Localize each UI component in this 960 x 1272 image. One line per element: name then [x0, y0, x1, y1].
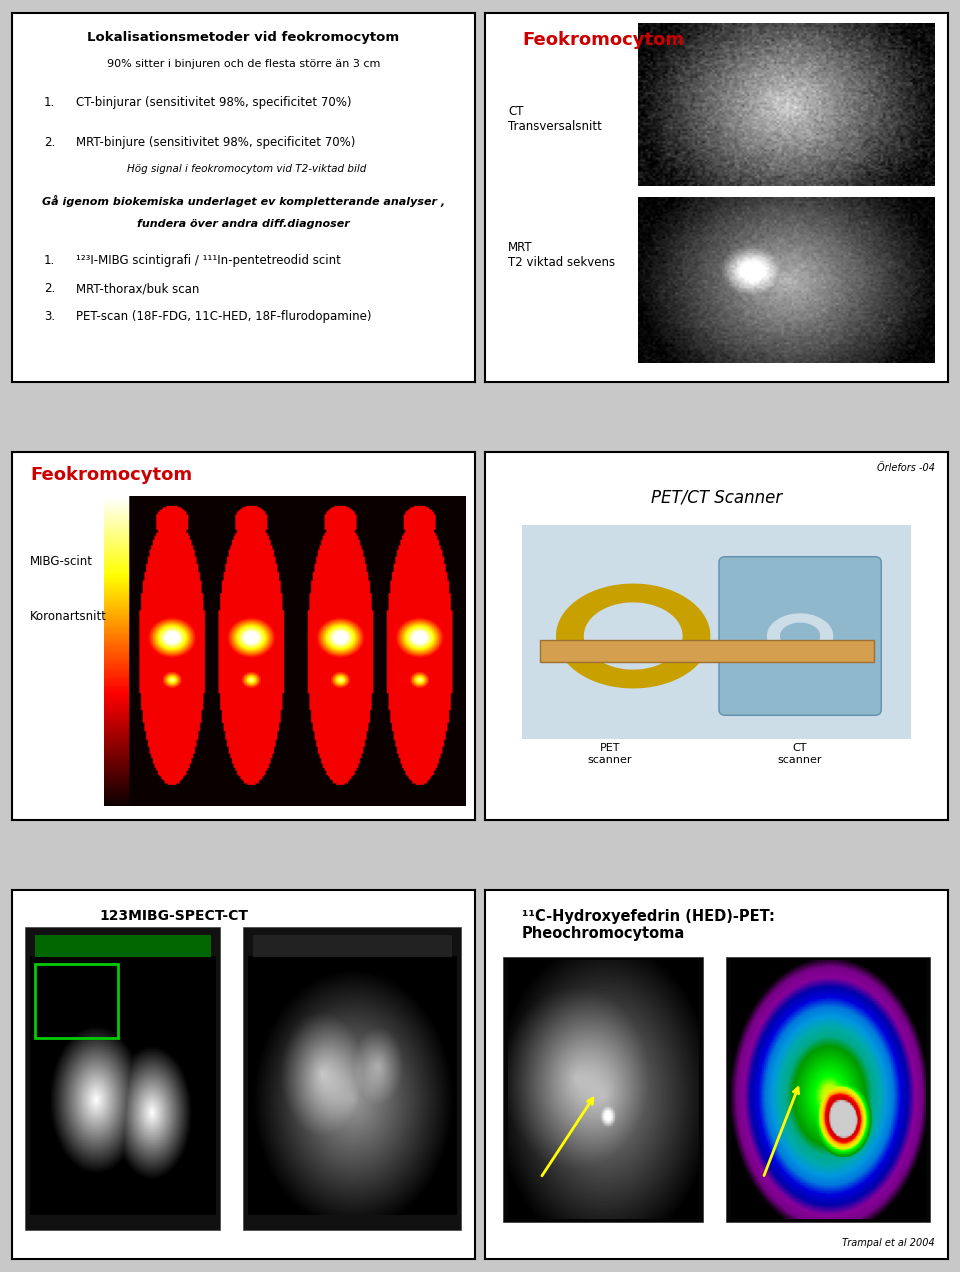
- Text: Hög signal i feokromocytom vid T2-viktad bild: Hög signal i feokromocytom vid T2-viktad…: [128, 164, 367, 174]
- Text: Lokalisationsmetoder vid feokromocytom: Lokalisationsmetoder vid feokromocytom: [87, 31, 399, 45]
- FancyBboxPatch shape: [522, 525, 911, 739]
- Polygon shape: [557, 584, 709, 688]
- Text: Örlefors -04: Örlefors -04: [876, 463, 935, 473]
- Text: CT
scanner: CT scanner: [778, 743, 823, 764]
- Text: 2.: 2.: [44, 282, 56, 295]
- Text: 90% sitter i binjuren och de flesta större än 3 cm: 90% sitter i binjuren och de flesta stör…: [107, 59, 380, 69]
- FancyBboxPatch shape: [252, 935, 452, 957]
- FancyBboxPatch shape: [540, 640, 875, 661]
- FancyBboxPatch shape: [726, 957, 930, 1222]
- Text: 2.: 2.: [44, 136, 56, 149]
- Polygon shape: [768, 614, 832, 658]
- Text: 1.: 1.: [44, 95, 56, 108]
- Text: ¹¹C-Hydroxyefedrin (HED)-PET:
Pheochromocytoma: ¹¹C-Hydroxyefedrin (HED)-PET: Pheochromo…: [522, 908, 775, 941]
- FancyBboxPatch shape: [503, 957, 703, 1222]
- Text: 123MIBG-SPECT-CT: 123MIBG-SPECT-CT: [99, 908, 249, 923]
- Text: MRT
T2 viktad sekvens: MRT T2 viktad sekvens: [508, 242, 615, 270]
- Text: PET-scan (18F-FDG, 11C-HED, 18F-flurodopamine): PET-scan (18F-FDG, 11C-HED, 18F-flurodop…: [77, 309, 372, 323]
- Text: PET
scanner: PET scanner: [588, 743, 633, 764]
- Text: Gå igenom biokemiska underlaget ev kompletterande analyser ,: Gå igenom biokemiska underlaget ev kompl…: [42, 196, 444, 207]
- Text: CT-binjurar (sensitivitet 98%, specificitet 70%): CT-binjurar (sensitivitet 98%, specifici…: [77, 95, 352, 108]
- Text: CT
Transversalsnitt: CT Transversalsnitt: [508, 106, 602, 134]
- Polygon shape: [585, 603, 682, 669]
- Text: Koronartsnitt: Koronartsnitt: [30, 611, 108, 623]
- Text: MRT-binjure (sensitivitet 98%, specificitet 70%): MRT-binjure (sensitivitet 98%, specifici…: [77, 136, 356, 149]
- FancyBboxPatch shape: [244, 927, 462, 1230]
- FancyBboxPatch shape: [25, 927, 220, 1230]
- Text: MRT-thorax/buk scan: MRT-thorax/buk scan: [77, 282, 200, 295]
- Text: PET/CT Scanner: PET/CT Scanner: [651, 488, 782, 506]
- FancyBboxPatch shape: [35, 935, 211, 957]
- Text: MIBG-scint: MIBG-scint: [30, 555, 93, 567]
- Text: ¹²³I-MIBG scintigrafi / ¹¹¹In-pentetreodid scint: ¹²³I-MIBG scintigrafi / ¹¹¹In-pentetreod…: [77, 254, 342, 267]
- Polygon shape: [744, 598, 855, 674]
- Text: fundera över andra diff.diagnoser: fundera över andra diff.diagnoser: [137, 219, 349, 229]
- FancyBboxPatch shape: [719, 557, 881, 715]
- Text: Trampal et al 2004: Trampal et al 2004: [842, 1238, 935, 1248]
- Text: Feokromocytom: Feokromocytom: [522, 31, 684, 50]
- Text: 1.: 1.: [44, 254, 56, 267]
- Text: 3.: 3.: [44, 309, 55, 323]
- Text: Feokromocytom: Feokromocytom: [30, 467, 192, 485]
